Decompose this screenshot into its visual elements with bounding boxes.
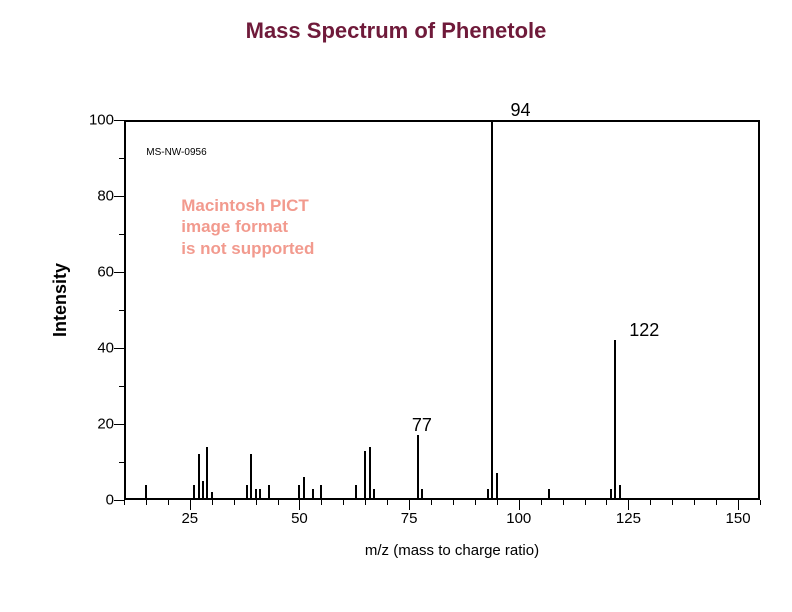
pict-placeholder-text: image format xyxy=(181,217,288,237)
x-tick xyxy=(190,500,191,510)
x-minor-tick xyxy=(453,500,454,505)
spectrum-peak xyxy=(614,340,616,500)
x-minor-tick xyxy=(365,500,366,505)
plot-border xyxy=(124,120,760,122)
peak-annotation: 94 xyxy=(510,100,530,121)
plot-border xyxy=(124,120,126,500)
x-minor-tick xyxy=(256,500,257,505)
spectrum-peak xyxy=(364,451,366,500)
x-tick-label: 75 xyxy=(401,510,418,527)
x-minor-tick xyxy=(321,500,322,505)
x-minor-tick xyxy=(541,500,542,505)
x-minor-tick xyxy=(168,500,169,505)
y-tick-label: 60 xyxy=(74,264,114,281)
mass-spectrum-chart: Intensity 020406080100255075100125150941… xyxy=(124,120,760,500)
spectrum-peak xyxy=(369,447,371,500)
x-tick xyxy=(519,500,520,510)
x-tick xyxy=(628,500,629,510)
y-tick-label: 80 xyxy=(74,188,114,205)
y-minor-tick xyxy=(119,462,124,463)
y-minor-tick xyxy=(119,234,124,235)
x-tick xyxy=(738,500,739,510)
y-tick xyxy=(114,348,124,349)
x-tick xyxy=(299,500,300,510)
sample-id-label: MS-NW-0956 xyxy=(146,147,206,158)
x-minor-tick xyxy=(124,500,125,505)
y-tick xyxy=(114,500,124,501)
y-tick-label: 40 xyxy=(74,340,114,357)
pict-placeholder-text: is not supported xyxy=(181,239,314,259)
x-minor-tick xyxy=(343,500,344,505)
plot-border xyxy=(124,498,760,500)
spectrum-peak xyxy=(206,447,208,500)
x-minor-tick xyxy=(387,500,388,505)
pict-placeholder-text: Macintosh PICT xyxy=(181,196,309,216)
x-minor-tick xyxy=(563,500,564,505)
peak-annotation: 77 xyxy=(412,415,432,436)
spectrum-peak xyxy=(496,473,498,500)
y-axis-label: Intensity xyxy=(50,263,71,337)
y-minor-tick xyxy=(119,310,124,311)
x-minor-tick xyxy=(716,500,717,505)
spectrum-peak xyxy=(198,454,200,500)
x-tick-label: 100 xyxy=(506,510,531,527)
y-minor-tick xyxy=(119,158,124,159)
x-minor-tick xyxy=(585,500,586,505)
y-tick-label: 100 xyxy=(74,112,114,129)
page-title: Mass Spectrum of Phenetole xyxy=(0,18,792,44)
x-minor-tick xyxy=(760,500,761,505)
x-minor-tick xyxy=(606,500,607,505)
x-minor-tick xyxy=(146,500,147,505)
x-tick-label: 125 xyxy=(616,510,641,527)
x-minor-tick xyxy=(475,500,476,505)
page-root: { "title": { "text": "Mass Spectrum of P… xyxy=(0,0,792,612)
peak-annotation: 122 xyxy=(629,320,659,341)
x-minor-tick xyxy=(497,500,498,505)
spectrum-peak xyxy=(417,435,419,500)
y-minor-tick xyxy=(119,386,124,387)
y-tick xyxy=(114,424,124,425)
x-minor-tick xyxy=(694,500,695,505)
y-tick xyxy=(114,196,124,197)
x-axis-label: m/z (mass to charge ratio) xyxy=(342,542,562,559)
y-tick-label: 20 xyxy=(74,416,114,433)
spectrum-peak xyxy=(491,120,493,500)
x-minor-tick xyxy=(431,500,432,505)
x-tick-label: 50 xyxy=(291,510,308,527)
x-minor-tick xyxy=(212,500,213,505)
x-minor-tick xyxy=(672,500,673,505)
spectrum-peak xyxy=(250,454,252,500)
x-minor-tick xyxy=(278,500,279,505)
x-minor-tick xyxy=(234,500,235,505)
spectrum-peak xyxy=(303,477,305,500)
y-tick-label: 0 xyxy=(74,492,114,509)
plot-area xyxy=(124,120,760,500)
y-tick xyxy=(114,272,124,273)
x-tick-label: 150 xyxy=(726,510,751,527)
x-minor-tick xyxy=(650,500,651,505)
x-tick-label: 25 xyxy=(181,510,198,527)
plot-border xyxy=(758,120,760,500)
x-tick xyxy=(409,500,410,510)
y-tick xyxy=(114,120,124,121)
